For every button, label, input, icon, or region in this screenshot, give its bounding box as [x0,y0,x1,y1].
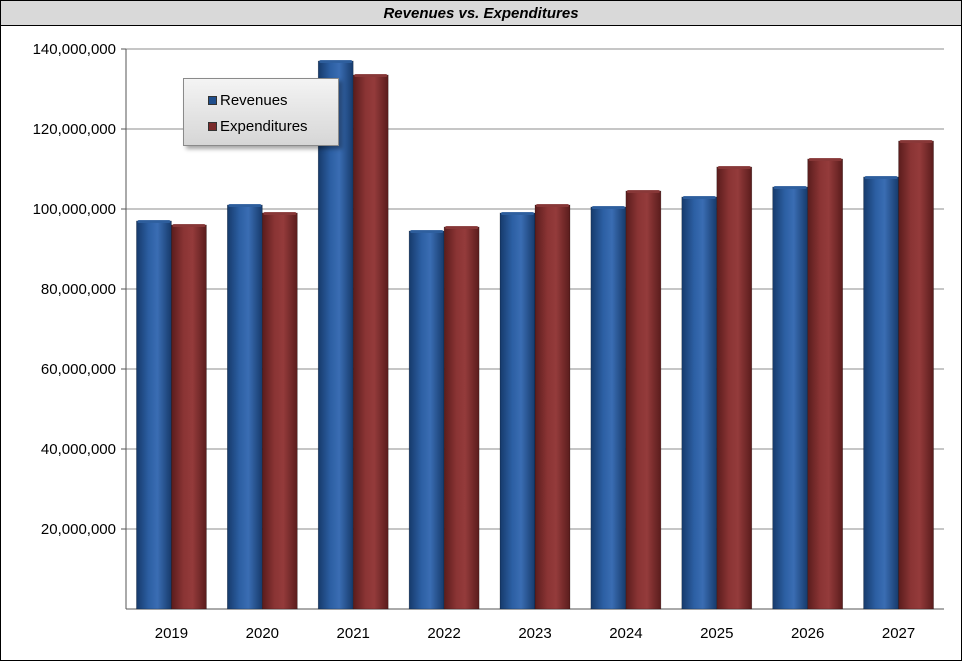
x-tick-label-2026: 2026 [791,625,824,642]
expenditures-bar-2026 [807,158,843,610]
revenues-bar-2025 [681,196,718,610]
expenditures-bar-cap-2020 [263,212,297,215]
x-tick-label-2022: 2022 [427,625,460,642]
x-tick-label-2025: 2025 [700,625,733,642]
x-tick-label-2021: 2021 [337,625,370,642]
legend-swatch-expenditures [208,121,217,131]
legend: Revenues Expenditures [183,78,339,146]
y-tick-label: 60,000,000 [41,361,116,378]
revenues-bar-cap-2025 [682,196,716,199]
expenditures-bar-cap-2023 [536,204,569,207]
revenues-bar-2021 [317,60,354,610]
legend-item-expenditures: Expenditures [184,113,338,139]
expenditures-bar-2023 [534,204,571,610]
revenues-bar-2020 [227,204,263,610]
y-tick-label: 80,000,000 [41,281,116,298]
legend-label-revenues: Revenues [220,91,288,109]
x-tick-label-2027: 2027 [882,625,915,642]
expenditures-bar-cap-2025 [717,166,751,169]
chart-title-bar: Revenues vs. Expenditures [1,1,961,26]
x-tick-label-2023: 2023 [518,625,551,642]
revenues-bar-2019 [136,220,172,610]
legend-item-revenues: Revenues [184,87,338,113]
revenues-bar-cap-2019 [137,220,171,223]
x-tick-label-2020: 2020 [246,625,279,642]
revenues-bar-cap-2027 [864,176,898,179]
revenues-bar-2027 [863,176,899,610]
expenditures-bar-2020 [262,212,298,610]
legend-label-expenditures: Expenditures [220,117,308,135]
expenditures-bar-2019 [171,224,207,610]
y-tick-label: 100,000,000 [33,201,116,218]
x-tick-label-2019: 2019 [155,625,188,642]
bars [136,60,934,610]
expenditures-bar-cap-2021 [354,74,388,77]
x-tick-labels: 2019 2020 2021 2022 2023 2024 2025 2026 2027 [155,625,915,642]
y-tick-label: 20,000,000 [41,521,116,538]
expenditures-bar-2027 [898,140,934,610]
legend-swatch-revenues [208,95,217,105]
revenues-bar-cap-2026 [773,186,807,189]
expenditures-bar-cap-2019 [172,224,206,227]
chart-title: Revenues vs. Expenditures [383,4,579,22]
revenues-bar-cap-2021 [319,60,353,63]
expenditures-bar-2024 [625,190,662,610]
revenues-bar-2026 [772,186,808,610]
y-tick-label: 40,000,000 [41,441,116,458]
revenues-bar-cap-2020 [228,204,262,207]
expenditures-bar-2022 [443,226,480,610]
y-tick-label: 140,000,000 [33,41,116,58]
expenditures-bar-cap-2027 [899,140,933,143]
revenues-bar-2022 [408,230,445,610]
revenues-bar-cap-2024 [591,206,625,209]
expenditures-bar-2025 [716,166,753,610]
expenditures-bar-cap-2022 [445,226,479,229]
y-tick-label: 120,000,000 [33,121,116,138]
x-tick-label-2024: 2024 [609,625,642,642]
y-tick-labels: 20,000,000 40,000,000 60,000,000 80,000,000… [33,41,116,538]
expenditures-bar-2021 [352,74,389,610]
expenditures-bar-cap-2026 [808,158,842,161]
expenditures-bar-cap-2024 [626,190,660,193]
revenues-bar-cap-2022 [410,230,444,233]
revenues-bar-2024 [590,206,627,610]
revenues-bar-2023 [499,212,536,610]
revenues-bar-cap-2023 [501,212,534,215]
